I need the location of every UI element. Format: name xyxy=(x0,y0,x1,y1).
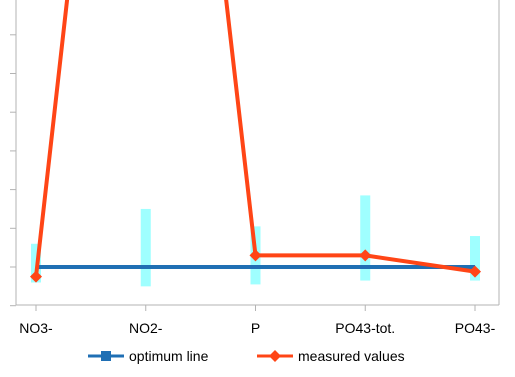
x-tick-label-po43: PO43- xyxy=(455,320,496,336)
range-bar-no2 xyxy=(140,208,151,287)
x-tick-label-no2: NO2- xyxy=(129,320,163,336)
legend-label-measured-values: measured values xyxy=(298,348,405,364)
x-tick-label-p: P xyxy=(251,320,260,336)
legend-marker-measured-values xyxy=(269,350,281,362)
point-measured-values-po43 xyxy=(469,265,481,278)
range-bar-po43 xyxy=(470,236,480,281)
x-tick-label-po43-tot: PO43-tot. xyxy=(335,320,395,336)
series xyxy=(30,0,481,283)
axes xyxy=(10,0,500,311)
point-measured-values-po43-tot xyxy=(359,249,372,262)
x-tick-label-no3: NO3- xyxy=(19,320,53,336)
point-measured-values-no3 xyxy=(30,270,42,283)
point-measured-values-p xyxy=(249,249,262,262)
x-tick-labels: NO3- NO2- P PO43-tot. PO43- xyxy=(19,320,495,336)
legend: optimum line measured values xyxy=(88,348,405,364)
legend-marker-optimum-line xyxy=(101,351,111,361)
legend-label-optimum-line: optimum line xyxy=(129,348,209,364)
range-bar-po43-tot xyxy=(360,195,371,281)
